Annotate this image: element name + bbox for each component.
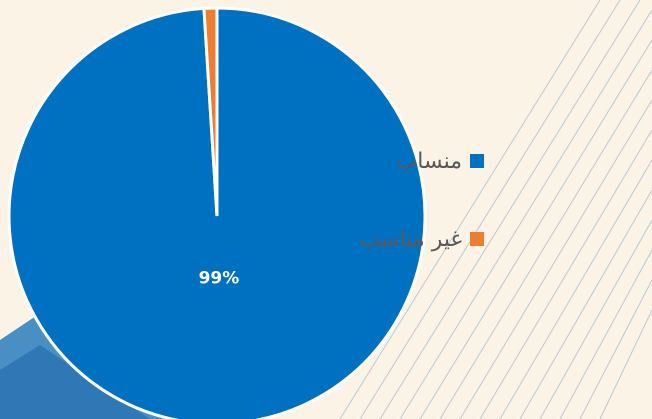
pie: 99% bbox=[9, 8, 425, 419]
data-label: 99% bbox=[199, 268, 240, 288]
legend-label: غير مناسب bbox=[360, 227, 462, 252]
legend-swatch bbox=[470, 154, 484, 168]
legend-swatch bbox=[470, 232, 484, 246]
chart: 99% منساب غير مناسب bbox=[0, 0, 652, 419]
page: {"chart_data": {"type": "pie", "categori… bbox=[0, 0, 652, 419]
legend-label: منساب bbox=[397, 149, 462, 174]
